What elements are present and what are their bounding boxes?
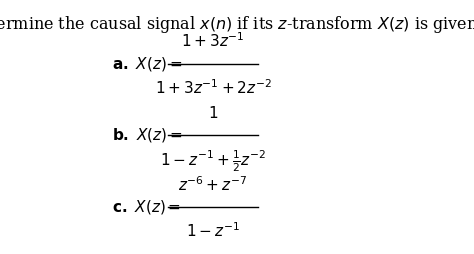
Text: $1 + 3z^{-1} + 2z^{-2}$: $1 + 3z^{-1} + 2z^{-2}$ [155, 78, 272, 97]
Text: $1 - z^{-1}$: $1 - z^{-1}$ [186, 221, 240, 240]
Text: $\mathbf{b.}$ $X(z) = $: $\mathbf{b.}$ $X(z) = $ [111, 125, 182, 144]
Text: $\mathbf{c.}$ $X(z) = $: $\mathbf{c.}$ $X(z) = $ [111, 198, 181, 216]
Text: $\mathbf{a.}$ $X(z) = $: $\mathbf{a.}$ $X(z) = $ [111, 55, 182, 73]
Text: $1 + 3z^{-1}$: $1 + 3z^{-1}$ [182, 32, 245, 50]
Text: $z^{-6} + z^{-7}$: $z^{-6} + z^{-7}$ [179, 175, 248, 194]
Text: Determine the causal signal $x(n)$ if its $z$-transform $X(z)$ is given by:: Determine the causal signal $x(n)$ if it… [0, 14, 474, 35]
Text: $1$: $1$ [208, 105, 218, 121]
Text: $1 - z^{-1} + \frac{1}{2}z^{-2}$: $1 - z^{-1} + \frac{1}{2}z^{-2}$ [160, 148, 266, 174]
